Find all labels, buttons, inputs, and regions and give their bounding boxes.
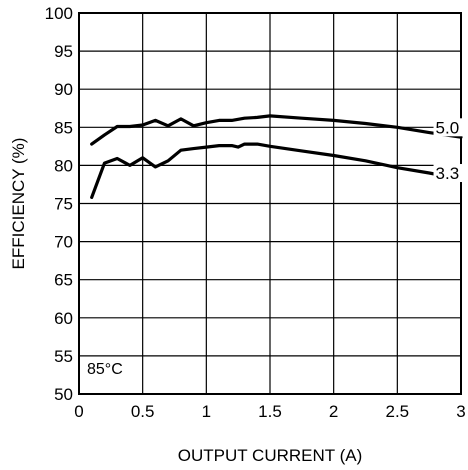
x-tick-label: 2 [329, 402, 338, 421]
y-tick-label: 75 [54, 195, 73, 214]
series-label-5-0: 5.0 [436, 118, 460, 137]
y-tick-label: 85 [54, 118, 73, 137]
y-tick-label: 100 [45, 4, 73, 23]
x-tick-labels: 0 0.5 1 1.5 2 2.5 3 [74, 402, 465, 421]
series-line-5-0 [90, 114, 463, 146]
x-axis-title: OUTPUT CURRENT (A) [178, 446, 363, 465]
y-tick-label: 70 [54, 233, 73, 252]
y-tick-label: 55 [54, 347, 73, 366]
y-tick-label: 50 [54, 385, 73, 404]
y-tick-label: 60 [54, 309, 73, 328]
x-tick-label: 2.5 [386, 402, 410, 421]
x-tick-label: 1 [202, 402, 211, 421]
series-label-bg [433, 118, 468, 137]
y-tick-label: 65 [54, 271, 73, 290]
y-tick-label: 90 [54, 80, 73, 99]
x-tick-label: 1.5 [258, 402, 282, 421]
series-label-3-3: 3.3 [436, 164, 460, 183]
y-tick-label: 80 [54, 156, 73, 175]
series-labels: 5.0 3.3 [433, 118, 468, 183]
series-layer [90, 114, 463, 199]
x-tick-label: 0.5 [131, 402, 155, 421]
series-line-3-3 [90, 142, 463, 199]
grid-lines [78, 12, 462, 395]
y-tick-label: 95 [54, 42, 73, 61]
y-tick-labels: 50 55 60 65 70 75 80 85 90 95 100 [45, 4, 73, 404]
x-tick-label: 3 [456, 402, 465, 421]
x-tick-label: 0 [74, 402, 83, 421]
plot-frame [78, 12, 462, 395]
temperature-annotation: 85°C [87, 361, 123, 378]
series-label-bg [433, 164, 468, 183]
y-axis-title: EFFICIENCY (%) [9, 138, 28, 270]
